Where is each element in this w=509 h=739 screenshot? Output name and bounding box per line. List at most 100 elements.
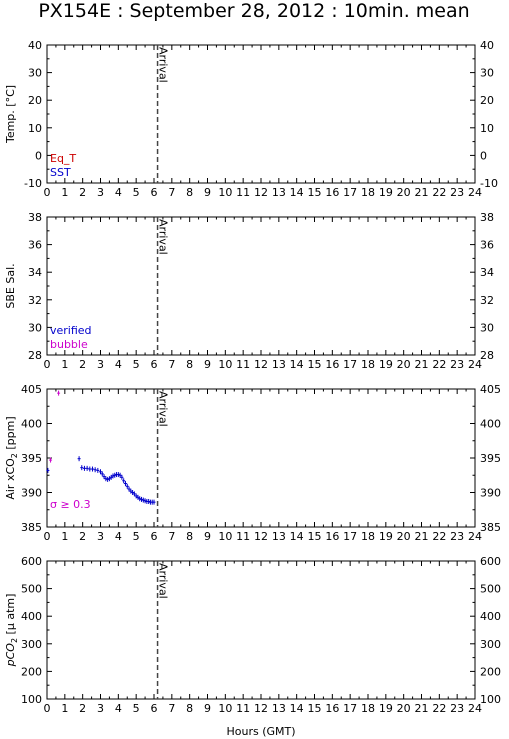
x-tick-label: 9 <box>204 530 211 543</box>
y-tick-label-right: 600 <box>480 555 501 568</box>
data-point <box>93 467 97 473</box>
x-tick-label: 9 <box>204 358 211 371</box>
x-tick-label: 19 <box>379 702 393 715</box>
data-point <box>99 469 102 475</box>
y-tick-label: 300 <box>21 638 42 651</box>
x-tick-label: 18 <box>361 358 375 371</box>
y-label-main: Air xCO <box>4 458 17 500</box>
x-tick-label: 3 <box>97 530 104 543</box>
data-point <box>123 481 127 487</box>
x-tick-label: 8 <box>186 702 193 715</box>
data-point <box>57 390 61 396</box>
data-point <box>102 474 106 480</box>
x-tick-label: 10 <box>218 358 232 371</box>
x-tick-label: 2 <box>79 358 86 371</box>
data-point <box>111 473 115 479</box>
x-tick-label: 11 <box>236 702 250 715</box>
x-tick-label: 12 <box>254 702 268 715</box>
x-tick-label: 16 <box>325 530 339 543</box>
x-tick-label: 1 <box>61 702 68 715</box>
x-tick-label: 5 <box>133 702 140 715</box>
x-tick-label: 6 <box>151 358 158 371</box>
y-tick-label-right: 300 <box>480 638 501 651</box>
x-tick-label: 21 <box>415 530 429 543</box>
data-point <box>129 488 133 494</box>
y-label-unit: [ppm] <box>4 416 17 453</box>
y-axis-label: Temp. [°C] <box>4 85 17 144</box>
x-tick-label: 18 <box>361 186 375 199</box>
data-point <box>118 472 122 478</box>
y-tick-label-right: 32 <box>480 294 494 307</box>
x-tick-label: 17 <box>343 186 357 199</box>
y-axis-label: Air xCO2 [ppm] <box>4 416 19 499</box>
y-tick-label: 20 <box>28 94 42 107</box>
y-tick-label-right: 405 <box>480 383 501 396</box>
x-tick-label: 7 <box>168 530 175 543</box>
y-tick-label: 36 <box>28 239 42 252</box>
y-label-main: pCO <box>4 643 17 668</box>
y-tick-label: 30 <box>28 67 42 80</box>
legend-eq-t: Eq_T <box>50 152 76 165</box>
data-point <box>138 496 142 502</box>
x-tick-label: 7 <box>168 702 175 715</box>
data-point <box>90 466 94 472</box>
data-point <box>82 465 86 471</box>
y-tick-label-right: 36 <box>480 239 494 252</box>
y-tick-label-right: 20 <box>480 94 494 107</box>
x-tick-label: 6 <box>151 530 158 543</box>
y-tick-label: 28 <box>28 349 42 362</box>
x-ticks: 0 1 2 3 4 5 6 7 8 9 10 11 12 13 14 15 16 17 18 19 20 21 22 23 24 <box>44 389 482 543</box>
y-tick-label-right: 385 <box>480 521 501 534</box>
chart-title: PX154E : September 28, 2012 : 10min. mea… <box>38 0 469 22</box>
data-point <box>96 467 100 473</box>
data-point <box>122 478 126 484</box>
x-tick-label: 13 <box>272 530 286 543</box>
x-tick-label: 0 <box>44 358 51 371</box>
x-tick-label: 2 <box>79 186 86 199</box>
x-tick-label: 14 <box>290 702 304 715</box>
y-axis-label: pCO2 [μ atm] <box>4 594 19 668</box>
y-tick-label: 500 <box>21 583 42 596</box>
x-tick-label: 12 <box>254 186 268 199</box>
data-point <box>127 486 131 492</box>
plot-frame <box>46 216 476 356</box>
arrival-label: Arrival <box>157 563 170 599</box>
x-tick-label: 16 <box>325 358 339 371</box>
x-tick-label: 20 <box>397 186 411 199</box>
data-point <box>46 467 50 473</box>
y-tick-label-right: 390 <box>480 487 501 500</box>
data-point <box>141 497 145 503</box>
y-tick-label: -10 <box>24 177 42 190</box>
x-tick-label: 4 <box>115 702 122 715</box>
x-tick-label: 22 <box>432 702 446 715</box>
y-tick-label: 30 <box>28 321 42 334</box>
x-tick-label: 20 <box>397 530 411 543</box>
y-tick-label-right: 395 <box>480 452 501 465</box>
y-tick-label: 395 <box>21 452 42 465</box>
data-point <box>116 472 120 478</box>
x-tick-label: 14 <box>290 186 304 199</box>
x-ticks: 0 1 2 3 4 5 6 7 8 9 10 11 12 13 14 15 16 17 18 19 20 21 22 23 24 <box>44 45 482 199</box>
y-ticks: 28 28 30 30 32 32 34 34 36 36 38 38 <box>28 211 494 362</box>
x-tick-label: 22 <box>432 186 446 199</box>
y-tick-label: 10 <box>28 122 42 135</box>
x-tick-label: 16 <box>325 702 339 715</box>
x-tick-label: 24 <box>468 186 482 199</box>
x-tick-label: 3 <box>97 702 104 715</box>
y-tick-label-right: 28 <box>480 349 494 362</box>
x-tick-label: 10 <box>218 702 232 715</box>
x-tick-label: 21 <box>415 358 429 371</box>
x-tick-label: 20 <box>397 358 411 371</box>
data-point <box>107 476 111 482</box>
x-tick-label: 9 <box>204 186 211 199</box>
x-tick-label: 10 <box>218 186 232 199</box>
x-tick-label: 16 <box>325 186 339 199</box>
x-tick-label: 14 <box>290 530 304 543</box>
x-tick-label: 8 <box>186 530 193 543</box>
x-tick-label: 7 <box>168 358 175 371</box>
x-tick-label: 19 <box>379 530 393 543</box>
x-tick-label: 17 <box>343 702 357 715</box>
sigma-label: σ ≥ 0.3 <box>50 498 91 511</box>
x-tick-label: 9 <box>204 702 211 715</box>
